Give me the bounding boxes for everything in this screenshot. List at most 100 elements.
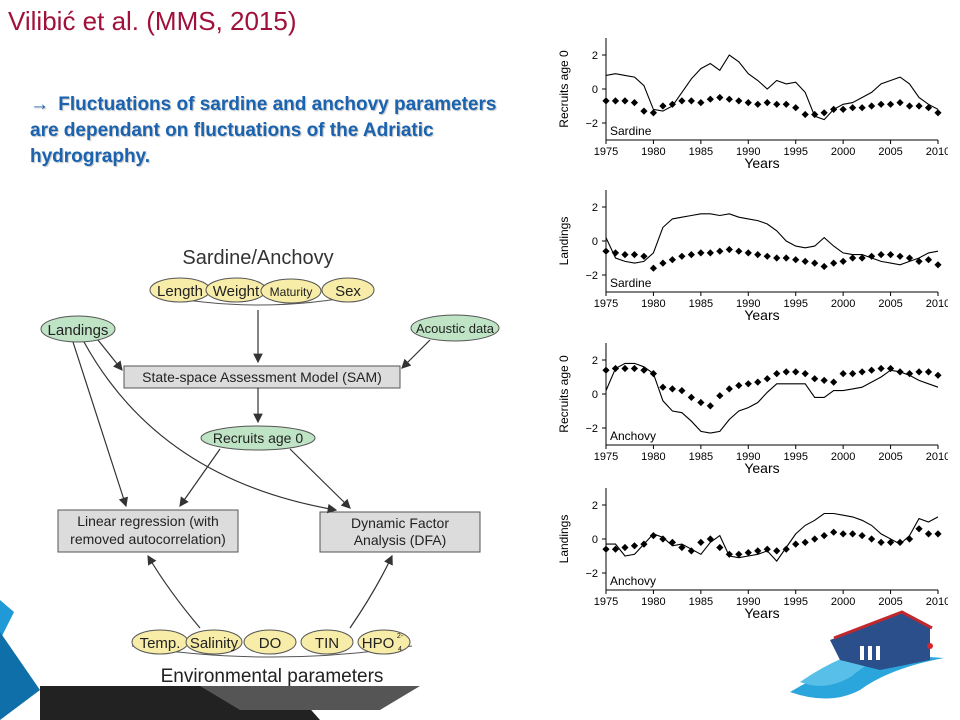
diamond-point — [716, 392, 724, 400]
diamond-point — [763, 375, 771, 383]
arrow-landings-sam — [97, 339, 123, 371]
diamond-point — [934, 261, 942, 269]
diamond-point — [858, 532, 866, 540]
diamond-point — [905, 254, 914, 262]
panel-4: 2 0 −2 1975 1980 1985 1990 1995 2000 2005 2010 Year… — [557, 488, 950, 621]
diamond-point — [896, 99, 904, 107]
diamond-point — [820, 109, 828, 117]
diamond-point — [621, 543, 629, 552]
x-tick-label: 1975 — [594, 451, 618, 463]
diamond-point — [716, 247, 724, 255]
diamond-point — [839, 257, 847, 265]
diamond-point — [611, 97, 620, 105]
x-tick-label: 1985 — [689, 596, 713, 608]
flow-diagram: Sardine/Anchovy Length Weight Maturity S… — [40, 230, 520, 688]
series-line — [605, 362, 939, 434]
x-tick-label: 1995 — [783, 451, 807, 463]
diamond-point — [630, 251, 639, 259]
diamond-point — [697, 398, 705, 407]
y-tick-label: −2 — [585, 270, 598, 282]
diamond-point — [611, 545, 620, 553]
linreg-box: Linear regression (with removed autocorr… — [57, 509, 239, 553]
svg-text:HPO: HPO — [362, 635, 395, 652]
diamond-point — [668, 385, 676, 393]
diamond-point — [858, 104, 866, 112]
diamond-point — [678, 97, 686, 105]
diagram-title: Sardine/Anchovy — [182, 247, 333, 269]
bullet-body: Fluctuations of sardine and anchovy para… — [30, 94, 497, 167]
svg-text:Dynamic Factor: Dynamic Factor — [351, 515, 449, 531]
diamond-point — [782, 100, 790, 108]
y-tick-label: 0 — [592, 534, 598, 546]
x-tick-label: 1985 — [689, 451, 713, 463]
flow-arrows — [72, 310, 431, 629]
diamond-point — [905, 102, 914, 110]
panel-2: 2 0 −2 1975 1980 1985 1990 1995 2000 2005 2010 Year… — [557, 190, 950, 323]
arrow-icon: → — [30, 94, 49, 115]
diamond-point — [849, 104, 857, 112]
diamond-point — [754, 547, 762, 555]
diamond-point — [782, 545, 790, 553]
arrow-acoustic-sam — [401, 339, 431, 369]
diamond-point — [924, 368, 933, 376]
svg-text:Landings: Landings — [48, 322, 109, 339]
diamond-point — [839, 105, 847, 113]
diamond-point — [754, 251, 762, 259]
x-tick-label: 2010 — [926, 298, 948, 310]
diamond-point — [678, 387, 686, 395]
diamond-point — [811, 375, 819, 383]
time-series-panels: 2 0 −2 1975 1980 1985 1990 1995 2000 2005 2010 Year… — [548, 30, 950, 640]
diamond-point — [602, 366, 610, 374]
diamond-point — [782, 368, 790, 376]
diamond-point — [678, 252, 686, 260]
diamond-point — [725, 385, 733, 393]
diamond-point — [773, 370, 781, 378]
y-tick-label: 2 — [592, 500, 598, 512]
deco-bar-shadow-2 — [200, 686, 420, 710]
env-oval-hpo: HPO 2- 4 — [357, 629, 411, 655]
diamond-point — [602, 247, 610, 255]
diamond-point — [706, 95, 714, 103]
diamond-point — [924, 104, 933, 112]
diamond-point — [735, 550, 743, 558]
diamond-point — [706, 535, 714, 543]
diamond-point — [649, 532, 658, 540]
diamond-point — [820, 262, 828, 271]
x-tick-label: 2000 — [831, 596, 855, 608]
diamond-point — [868, 252, 876, 260]
x-axis-label: Years — [744, 605, 779, 621]
diamond-point — [905, 535, 914, 543]
diamond-point — [868, 102, 876, 110]
deco-triangle-1 — [0, 600, 14, 640]
diamond-point — [621, 97, 629, 105]
y-tick-label: 2 — [592, 202, 598, 214]
diamond-point — [924, 530, 933, 538]
recruits-node: Recruits age 0 — [200, 425, 316, 451]
diamond-point — [630, 99, 639, 107]
panel-3: 2 0 −2 1975 1980 1985 1990 1995 2000 2005 2010 Year… — [557, 343, 950, 476]
diamond-point — [811, 535, 819, 543]
svg-text:Length: Length — [157, 283, 203, 300]
diamond-point — [868, 535, 876, 543]
diamond-point — [896, 252, 904, 260]
diamond-point — [659, 383, 667, 391]
diamond-point — [630, 364, 639, 373]
arrow-landings-linreg — [72, 341, 128, 508]
x-tick-label: 2005 — [878, 146, 902, 158]
diamond-point — [811, 259, 819, 267]
diamond-point — [773, 100, 781, 108]
diamond-point — [744, 99, 752, 107]
diamond-point — [735, 381, 743, 390]
diamond-point — [649, 264, 658, 272]
svg-text:4: 4 — [398, 646, 402, 653]
diamond-point — [877, 538, 885, 546]
x-tick-label: 1980 — [641, 298, 665, 310]
series-line — [606, 512, 939, 562]
y-tick-label: 2 — [592, 355, 598, 367]
diamond-point — [716, 543, 724, 552]
y-tick-label: −2 — [585, 423, 598, 435]
diamond-point — [896, 538, 904, 546]
x-tick-label: 1985 — [689, 298, 713, 310]
x-tick-label: 1995 — [783, 298, 807, 310]
series-line — [605, 213, 939, 266]
